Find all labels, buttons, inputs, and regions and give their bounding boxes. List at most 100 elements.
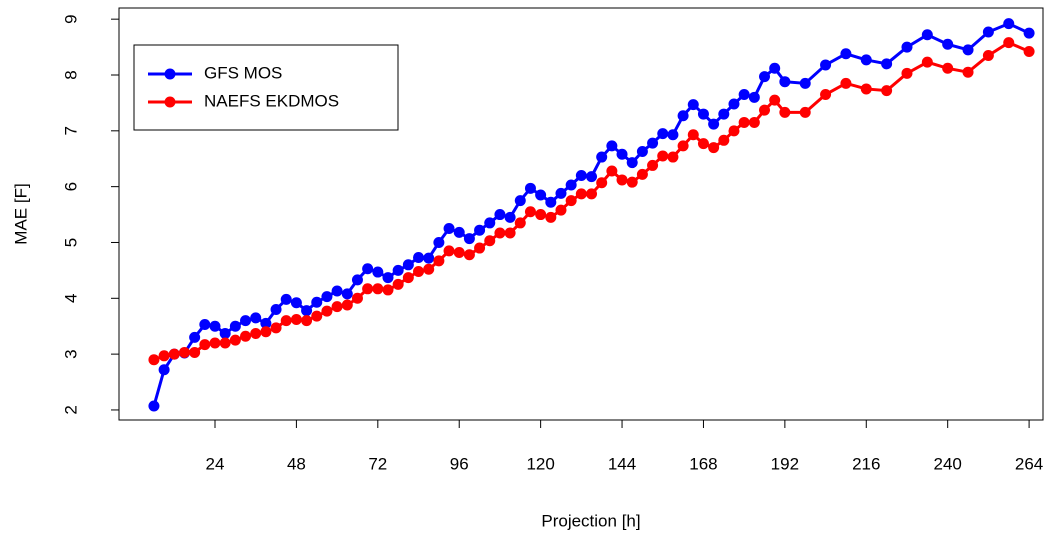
data-point — [535, 189, 547, 201]
data-point — [382, 272, 394, 284]
data-point — [321, 291, 333, 303]
data-point — [311, 296, 323, 308]
data-point — [575, 169, 587, 181]
legend-label: NAEFS EKDMOS — [204, 91, 339, 110]
data-point — [545, 211, 557, 223]
data-point — [392, 264, 404, 276]
data-point — [840, 48, 852, 60]
data-point — [250, 327, 262, 339]
data-point — [402, 272, 414, 284]
data-point — [748, 91, 760, 103]
data-point — [331, 285, 343, 297]
data-point — [504, 211, 516, 223]
data-point — [1023, 27, 1035, 39]
data-point — [921, 29, 933, 41]
legend-label: GFS MOS — [204, 63, 282, 82]
data-point — [596, 151, 608, 163]
data-point — [280, 315, 292, 327]
data-point — [413, 252, 425, 264]
data-point — [209, 337, 221, 349]
data-point — [759, 104, 771, 116]
data-point — [219, 327, 231, 339]
data-point — [881, 85, 893, 97]
x-axis-label: Projection [h] — [541, 511, 640, 530]
y-tick-label: 7 — [61, 126, 80, 135]
data-point — [209, 320, 221, 332]
data-point — [453, 247, 465, 259]
data-point — [728, 98, 740, 110]
data-point — [290, 314, 302, 326]
data-point — [199, 339, 211, 351]
data-point — [921, 56, 933, 68]
data-point — [514, 195, 526, 207]
data-point — [443, 223, 455, 235]
data-point — [402, 259, 414, 271]
data-point — [341, 288, 353, 300]
data-point — [738, 116, 750, 128]
data-point — [626, 157, 638, 169]
data-point — [301, 315, 313, 327]
data-point — [738, 89, 750, 101]
data-point — [901, 67, 913, 79]
data-point — [840, 77, 852, 89]
data-point — [443, 245, 455, 257]
data-point — [779, 76, 791, 88]
data-point — [565, 195, 577, 207]
data-point — [779, 106, 791, 118]
y-tick-label: 6 — [61, 182, 80, 191]
data-point — [565, 179, 577, 191]
data-point — [229, 320, 241, 332]
x-tick-label: 24 — [206, 454, 225, 473]
data-point — [362, 263, 374, 275]
data-point — [178, 346, 190, 358]
data-point — [474, 224, 486, 236]
data-point — [942, 62, 954, 74]
data-point — [982, 49, 994, 61]
data-point — [586, 171, 598, 183]
data-point — [962, 66, 974, 78]
data-point — [433, 236, 445, 248]
x-tick-label: 168 — [689, 454, 717, 473]
data-point — [433, 255, 445, 267]
data-point — [982, 26, 994, 38]
data-point — [667, 129, 679, 141]
data-point — [799, 77, 811, 89]
data-point — [687, 129, 699, 141]
data-point — [463, 249, 475, 261]
data-point — [423, 252, 435, 264]
data-point — [718, 134, 730, 146]
data-point — [820, 59, 832, 71]
data-point — [229, 334, 241, 346]
data-point — [351, 292, 363, 304]
data-point — [647, 159, 659, 171]
data-point — [1003, 37, 1015, 49]
data-point — [901, 41, 913, 53]
data-point — [413, 266, 425, 278]
data-point — [535, 209, 547, 221]
data-point — [362, 283, 374, 295]
data-point — [341, 299, 353, 311]
y-tick-label: 9 — [61, 14, 80, 23]
data-point — [148, 354, 160, 366]
data-point — [219, 337, 231, 349]
data-point — [301, 305, 313, 317]
y-axis-label: MAE [F] — [11, 183, 30, 244]
data-point — [453, 226, 465, 238]
data-point — [647, 137, 659, 149]
data-point — [667, 151, 679, 163]
data-point — [494, 227, 506, 239]
data-point — [626, 176, 638, 188]
data-point — [708, 142, 720, 154]
data-point — [759, 71, 771, 83]
legend-marker — [164, 68, 176, 80]
data-point — [199, 319, 211, 331]
data-point — [311, 310, 323, 322]
data-point — [392, 278, 404, 290]
y-tick-label: 4 — [61, 294, 80, 303]
data-point — [240, 330, 252, 342]
data-point — [168, 348, 180, 360]
data-point — [799, 106, 811, 118]
data-point — [586, 188, 598, 200]
